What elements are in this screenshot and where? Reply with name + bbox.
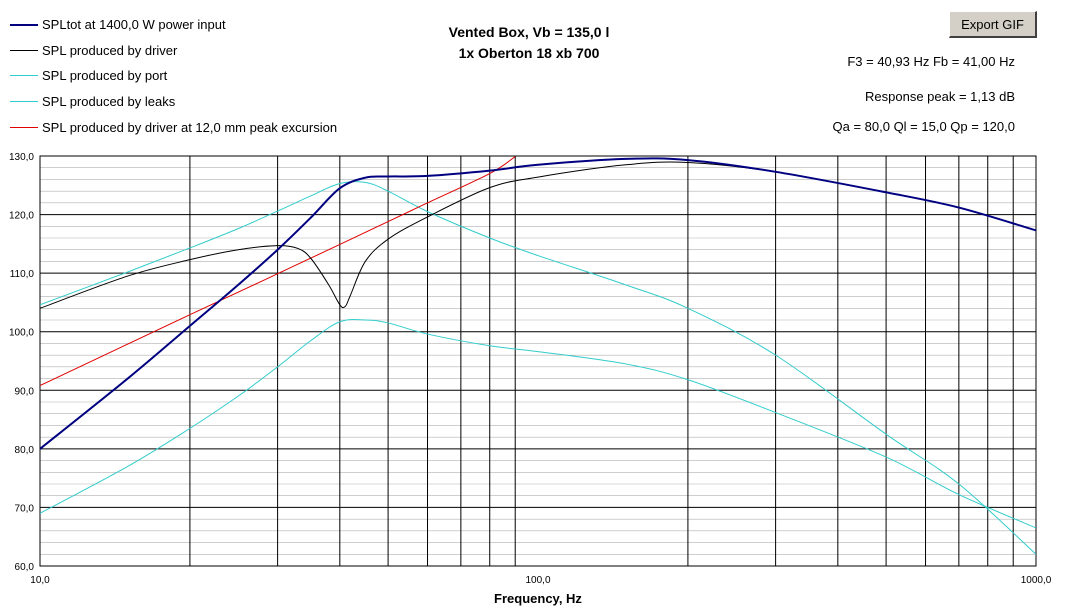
- y-tick-label: 60,0: [15, 562, 35, 573]
- y-tick-label: 120,0: [9, 211, 34, 222]
- legend-item: SPL produced by driver: [10, 38, 337, 64]
- chart-title-line-1: Vented Box, Vb = 135,0 l: [448, 24, 610, 40]
- legend-label: SPLtot at 1400,0 W power input: [42, 17, 226, 33]
- legend-label: SPL produced by leaks: [42, 94, 176, 110]
- x-tick-label: 100,0: [525, 575, 550, 586]
- f3-fb-readout: F3 = 40,93 Hz Fb = 41,00 Hz: [847, 54, 1015, 69]
- legend-swatch: [10, 75, 38, 77]
- response-peak-readout: Response peak = 1,13 dB: [865, 89, 1015, 104]
- legend-item: SPL produced by leaks: [10, 89, 337, 115]
- y-tick-label: 110,0: [10, 269, 35, 280]
- x-tick-label: 10,0: [30, 575, 50, 586]
- legend-label: SPL produced by port: [42, 68, 168, 84]
- legend-swatch: [10, 23, 38, 26]
- x-tick-label: 1000,0: [1021, 575, 1052, 586]
- legend-swatch: [10, 126, 38, 128]
- legend-label: SPL produced by driver: [42, 42, 178, 58]
- export-gif-button[interactable]: Export GIF: [949, 11, 1037, 38]
- series-line: [40, 181, 1036, 555]
- series-line: [40, 319, 1036, 529]
- y-tick-label: 130,0: [9, 152, 34, 163]
- legend: SPLtot at 1400,0 W power input SPL produc…: [10, 12, 337, 140]
- y-tick-label: 70,0: [15, 503, 35, 514]
- series-line: [40, 161, 1036, 309]
- y-tick-label: 80,0: [15, 445, 35, 456]
- y-tick-label: 90,0: [15, 386, 35, 397]
- y-tick-label: 100,0: [9, 328, 34, 339]
- series-line: [40, 156, 516, 387]
- series-line: [40, 157, 1036, 450]
- plot-frame: [39, 155, 1037, 567]
- legend-swatch: [10, 49, 38, 51]
- legend-item: SPL produced by driver at 12,0 mm peak e…: [10, 114, 337, 140]
- chart-title: Vented Box, Vb = 135,0 l 1x Oberton 18 x…: [400, 22, 658, 64]
- legend-item: SPL produced by port: [10, 63, 337, 89]
- legend-item: SPLtot at 1400,0 W power input: [10, 12, 337, 38]
- q-values-readout: Qa = 80,0 Ql = 15,0 Qp = 120,0: [832, 119, 1016, 134]
- x-axis-label: Frequency, Hz: [494, 591, 582, 606]
- chart-subtitle: 1x Oberton 18 xb 700: [458, 45, 600, 61]
- legend-label: SPL produced by driver at 12,0 mm peak e…: [42, 119, 338, 135]
- legend-swatch: [10, 101, 38, 103]
